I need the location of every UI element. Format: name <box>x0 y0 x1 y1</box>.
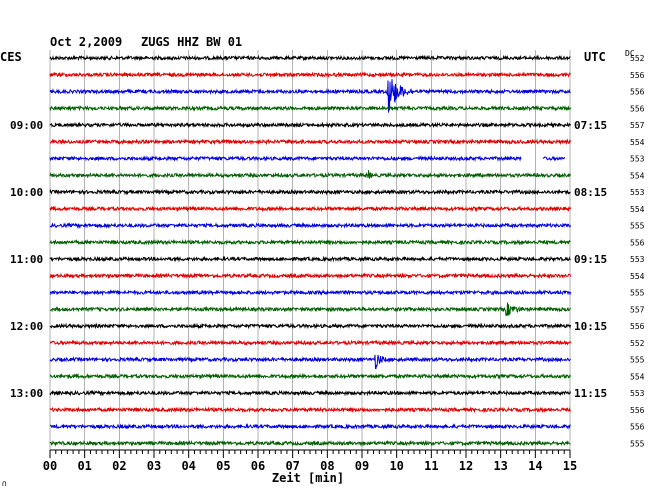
dc-value-10: 555 <box>630 222 645 231</box>
dc-value-labels: 552 556 556 556 557 554 553 554 553 554 555 556 553 5… <box>630 54 645 448</box>
dc-value-5: 554 <box>630 138 645 147</box>
dc-value-8: 553 <box>630 188 645 197</box>
right-hour-label-0: 07:15 <box>574 119 607 132</box>
dc-header-label: DC <box>625 49 635 58</box>
left-hour-label-0: 09:00 <box>10 119 43 132</box>
minute-grid <box>49 50 571 450</box>
left-hour-labels: 09:00 10:00 11:00 12:00 13:00 <box>10 119 43 400</box>
date-label: Oct 2,2009 <box>50 35 122 49</box>
x-tick-label-00: 00 <box>43 459 57 473</box>
dc-value-4: 557 <box>630 121 645 130</box>
x-tick-label-01: 01 <box>77 459 91 473</box>
trace-4 <box>49 121 571 129</box>
right-hour-labels: 07:15 08:15 09:15 10:15 11:15 <box>574 119 607 400</box>
x-tick-label-02: 02 <box>112 459 126 473</box>
trace-12 <box>49 255 571 263</box>
dc-value-6: 553 <box>630 155 645 164</box>
x-tick-label-09: 09 <box>355 459 369 473</box>
right-hour-label-2: 09:15 <box>574 253 607 266</box>
right-timezone-label: UTC <box>584 50 606 64</box>
trace-18 <box>49 354 571 370</box>
dc-value-12: 553 <box>630 255 645 264</box>
trace-6 <box>49 155 565 163</box>
x-tick-label-03: 03 <box>147 459 161 473</box>
trace-7 <box>49 170 571 179</box>
dc-value-2: 556 <box>630 88 645 97</box>
dc-value-1: 556 <box>630 71 645 80</box>
x-tick-label-05: 05 <box>216 459 230 473</box>
trace-20 <box>49 389 571 397</box>
dc-value-13: 554 <box>630 272 645 281</box>
left-hour-label-4: 13:00 <box>10 387 43 400</box>
dc-value-11: 556 <box>630 238 645 247</box>
dc-value-20: 553 <box>630 389 645 398</box>
x-axis-title: Zeit [min] <box>272 471 344 485</box>
x-axis: 00 01 02 03 04 05 06 07 08 09 10 11 12 13 14 15 <box>43 449 577 473</box>
dc-value-22: 556 <box>630 423 645 432</box>
x-tick-label-12: 12 <box>459 459 473 473</box>
dc-value-14: 555 <box>630 289 645 298</box>
left-hour-label-2: 11:00 <box>10 253 43 266</box>
trace-0 <box>49 54 571 62</box>
trace-22 <box>49 423 571 430</box>
dc-value-0: 552 <box>630 54 645 63</box>
trace-16 <box>49 322 571 330</box>
left-hour-label-1: 10:00 <box>10 186 43 199</box>
dc-value-21: 556 <box>630 406 645 415</box>
trace-5 <box>49 138 571 146</box>
dc-value-17: 552 <box>630 339 645 348</box>
footer-mark: ∩ <box>2 479 7 488</box>
x-tick-label-07: 07 <box>285 459 299 473</box>
trace-1 <box>49 71 571 79</box>
trace-23 <box>49 439 571 447</box>
trace-3 <box>49 104 571 112</box>
x-tick-label-04: 04 <box>181 459 195 473</box>
right-hour-label-4: 11:15 <box>574 387 607 400</box>
trace-group <box>49 54 571 447</box>
dc-value-9: 554 <box>630 205 645 214</box>
dc-value-7: 554 <box>630 171 645 180</box>
trace-2 <box>49 79 571 113</box>
x-tick-label-11: 11 <box>424 459 438 473</box>
trace-8 <box>49 188 571 196</box>
trace-19 <box>49 372 571 380</box>
right-hour-label-3: 10:15 <box>574 320 607 333</box>
dc-value-16: 556 <box>630 322 645 331</box>
trace-14 <box>49 289 571 297</box>
trace-21 <box>49 406 571 414</box>
dc-value-18: 555 <box>630 356 645 365</box>
trace-9 <box>49 205 571 213</box>
dc-value-15: 557 <box>630 305 645 314</box>
left-hour-label-3: 12:00 <box>10 320 43 333</box>
trace-11 <box>49 238 571 246</box>
trace-15 <box>49 302 571 316</box>
dc-value-23: 555 <box>630 439 645 448</box>
x-tick-label-15: 15 <box>563 459 577 473</box>
x-tick-label-06: 06 <box>251 459 265 473</box>
x-tick-label-10: 10 <box>389 459 403 473</box>
x-tick-label-14: 14 <box>528 459 542 473</box>
trace-17 <box>49 339 571 347</box>
x-tick-label-08: 08 <box>320 459 334 473</box>
trace-13 <box>49 272 571 280</box>
dc-value-3: 556 <box>630 104 645 113</box>
dc-value-19: 554 <box>630 372 645 381</box>
x-tick-label-13: 13 <box>493 459 507 473</box>
right-hour-label-1: 08:15 <box>574 186 607 199</box>
trace-10 <box>49 222 571 230</box>
left-timezone-label: CES <box>0 50 22 64</box>
station-label: ZUGS HHZ BW 01 <box>141 35 242 49</box>
